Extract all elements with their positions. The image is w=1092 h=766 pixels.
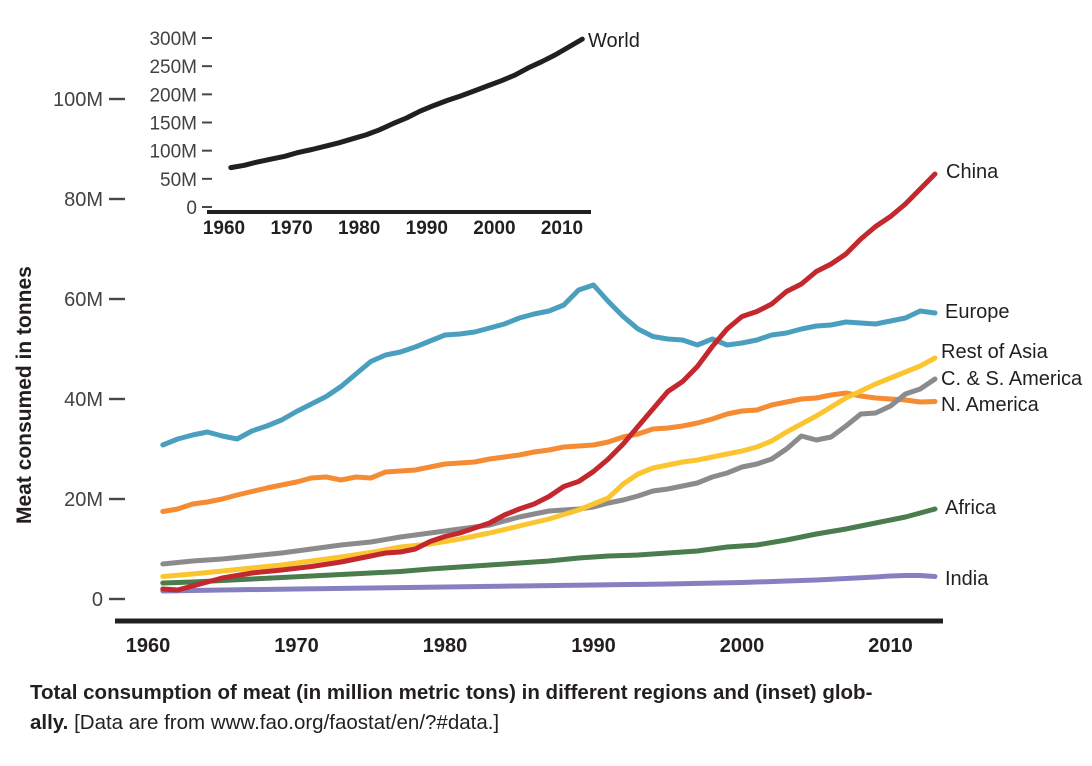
series-line-n-america (160, 390, 938, 514)
caption-bold-text-2: ally. (30, 711, 69, 734)
x-tick-label-2010: 2010 (868, 635, 913, 657)
y-tick-label-40M: 40M (64, 389, 103, 411)
figure-caption: Total consumption of meat (in million me… (30, 678, 1075, 738)
x-tick-label-1970: 1970 (270, 218, 312, 239)
y-tick-label-0: 0 (186, 198, 197, 219)
y-tick-label-100M: 100M (53, 89, 103, 111)
series-line-china (160, 171, 938, 593)
series-label-india: India (945, 568, 989, 590)
series-label-cs-america: C. & S. America (941, 368, 1083, 390)
y-tick-label-50M: 50M (160, 170, 197, 191)
main-chart: 0 20M 40M 60M 80M 100M 1960 1970 1980 1990 2000 201… (53, 89, 1083, 657)
series-label-world: World (588, 30, 640, 52)
y-tick-label-0: 0 (92, 589, 103, 611)
y-tick-label-80M: 80M (64, 189, 103, 211)
x-tick-label-1970: 1970 (274, 635, 319, 657)
x-tick-label-1980: 1980 (338, 218, 380, 239)
series-line-india (160, 573, 938, 594)
series-line-europe (160, 282, 938, 448)
series-label-rest-of-asia: Rest of Asia (941, 341, 1049, 363)
x-tick-label-2000: 2000 (473, 218, 515, 239)
y-tick-label-100M: 100M (149, 142, 197, 163)
x-tick-label-1960: 1960 (126, 635, 171, 657)
caption-source-text: [Data are from www.fao.org/faostat/en/?#… (68, 711, 500, 734)
y-tick-label-20M: 20M (64, 489, 103, 511)
caption-bold-text-1: Total consumption of meat (in million me… (30, 681, 873, 704)
y-tick-label-200M: 200M (149, 85, 197, 106)
series-label-n-america: N. America (941, 394, 1040, 416)
y-tick-label-150M: 150M (149, 114, 197, 135)
x-tick-label-2000: 2000 (720, 635, 765, 657)
x-tick-label-1990: 1990 (406, 218, 448, 239)
series-label-africa: Africa (945, 497, 997, 519)
series-line-rest-of-asia (160, 355, 938, 579)
y-tick-label-250M: 250M (149, 57, 197, 78)
series-label-china: China (946, 161, 999, 183)
series-line-africa (160, 506, 938, 586)
caption-line-1: Total consumption of meat (in million me… (30, 678, 1075, 708)
series-line-cs-america (160, 376, 938, 567)
y-axis-title: Meat consumed in tonnes (13, 266, 36, 525)
caption-line-2: ally. [Data are from www.fao.org/faostat… (30, 708, 1075, 738)
chart-canvas: 0 20M 40M 60M 80M 100M 1960 1970 1980 1990 2000 201… (53, 29, 1083, 657)
series-label-europe: Europe (945, 301, 1010, 323)
series-line-world (228, 36, 585, 171)
y-tick-label-300M: 300M (149, 29, 197, 50)
inset-chart: 0 50M 100M 150M 200M 250M 300M 1960 1970 1980 1990… (149, 29, 639, 239)
x-tick-label-2010: 2010 (541, 218, 583, 239)
y-tick-label-60M: 60M (64, 289, 103, 311)
x-tick-label-1980: 1980 (423, 635, 468, 657)
x-tick-label-1990: 1990 (571, 635, 616, 657)
x-tick-label-1960: 1960 (203, 218, 245, 239)
